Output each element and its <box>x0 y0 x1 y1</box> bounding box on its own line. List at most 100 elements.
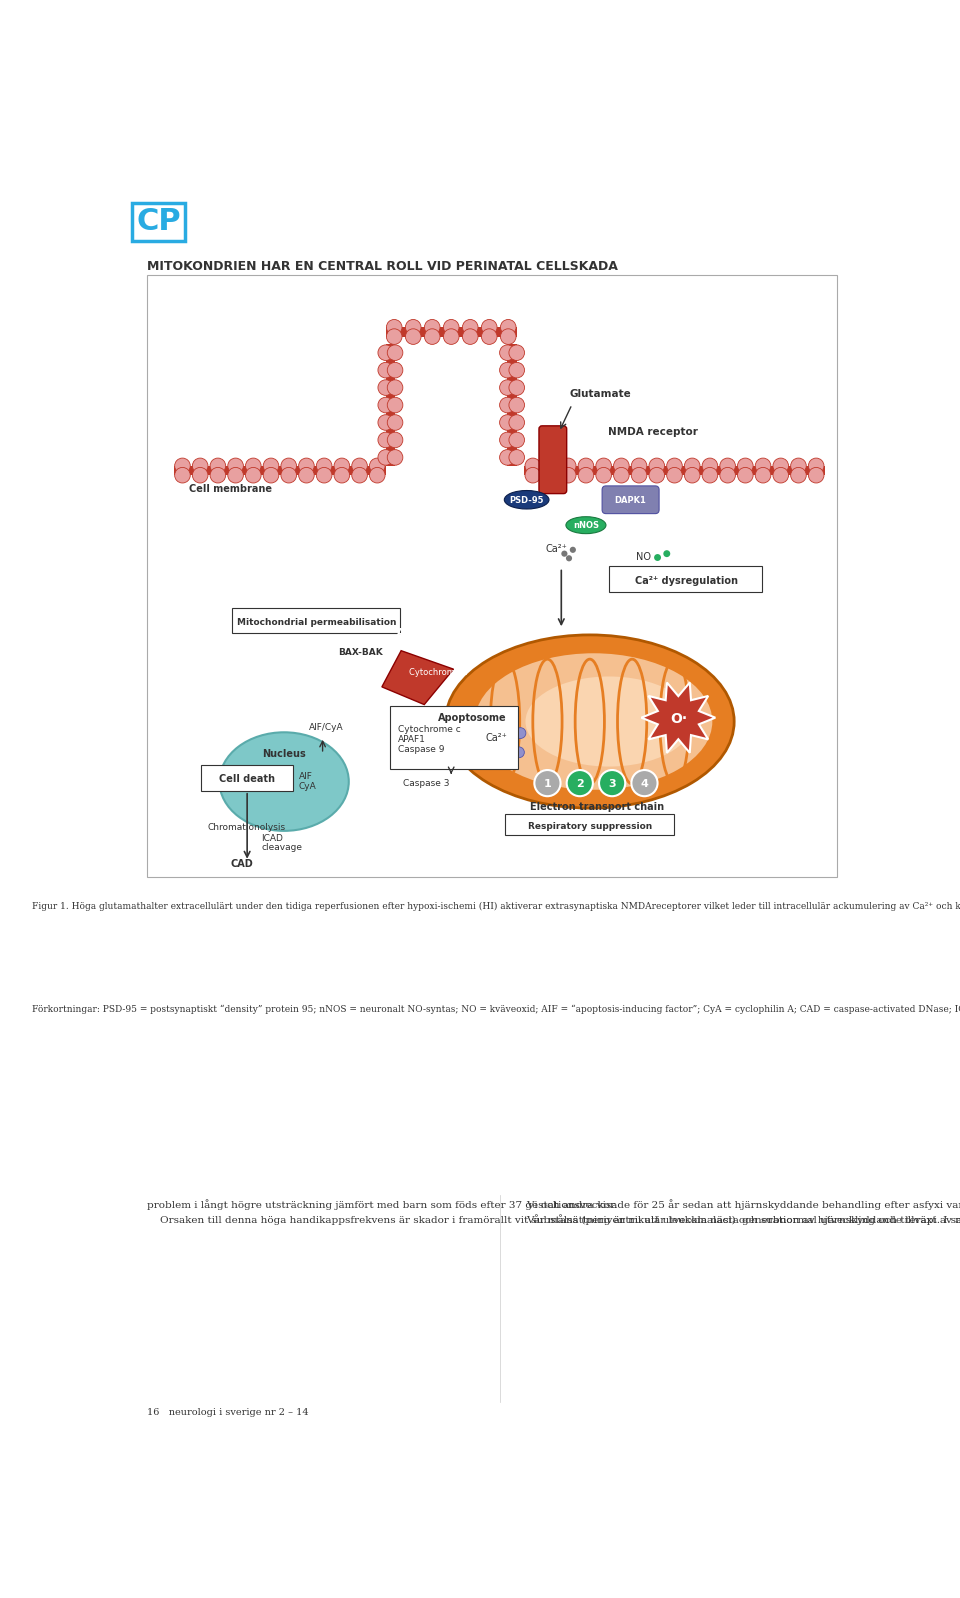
Text: problem i långt högre utsträckning jämfört med barn som föds efter 37 gestations: problem i långt högre utsträckning jämfö… <box>147 1198 960 1226</box>
Circle shape <box>263 459 278 473</box>
Circle shape <box>509 449 524 465</box>
Text: 16   neurologi i sverige nr 2 – 14: 16 neurologi i sverige nr 2 – 14 <box>147 1408 309 1417</box>
Circle shape <box>424 329 440 345</box>
Circle shape <box>542 467 559 483</box>
Text: O·: O· <box>670 713 687 725</box>
Text: Cytochrome c: Cytochrome c <box>398 725 461 735</box>
Circle shape <box>444 329 459 345</box>
Circle shape <box>499 431 516 447</box>
Text: Caspase 3: Caspase 3 <box>402 780 449 788</box>
Circle shape <box>405 320 421 336</box>
Circle shape <box>378 380 394 395</box>
Text: Nucleus: Nucleus <box>262 749 306 759</box>
Circle shape <box>299 467 314 483</box>
Bar <box>524 467 825 475</box>
Text: Cell death: Cell death <box>219 775 276 785</box>
Circle shape <box>791 467 806 483</box>
Circle shape <box>562 551 567 556</box>
Circle shape <box>405 329 421 345</box>
Circle shape <box>535 770 561 796</box>
Text: Ca²⁺: Ca²⁺ <box>546 545 567 555</box>
Circle shape <box>387 363 403 379</box>
Text: Ca²⁺: Ca²⁺ <box>486 733 508 743</box>
Text: Figur 1. Höga glutamathalter extracellulärt under den tidiga reperfusionen efter: Figur 1. Höga glutamathalter extracellul… <box>32 900 960 911</box>
Circle shape <box>378 398 394 412</box>
Circle shape <box>499 449 516 465</box>
Circle shape <box>666 467 683 483</box>
Text: AIF/CyA: AIF/CyA <box>309 722 344 732</box>
Circle shape <box>720 467 735 483</box>
Ellipse shape <box>220 732 348 831</box>
Circle shape <box>516 727 526 738</box>
Circle shape <box>737 459 754 473</box>
Circle shape <box>228 459 244 473</box>
Circle shape <box>773 467 788 483</box>
Circle shape <box>370 459 385 473</box>
FancyBboxPatch shape <box>602 486 660 513</box>
Bar <box>147 275 837 877</box>
Text: Respiratory suppression: Respiratory suppression <box>528 821 652 831</box>
Circle shape <box>246 467 261 483</box>
Bar <box>508 344 516 467</box>
Circle shape <box>808 459 824 473</box>
Text: Chromationolysis: Chromationolysis <box>207 823 285 833</box>
Circle shape <box>613 459 629 473</box>
Circle shape <box>684 459 700 473</box>
Circle shape <box>578 467 593 483</box>
Text: 3: 3 <box>609 778 616 789</box>
Circle shape <box>482 320 497 336</box>
Text: Cytochrome c: Cytochrome c <box>409 668 468 676</box>
Polygon shape <box>382 650 453 705</box>
Circle shape <box>246 459 261 473</box>
Circle shape <box>387 431 403 447</box>
Circle shape <box>773 459 788 473</box>
Text: AIF: AIF <box>397 628 414 636</box>
Circle shape <box>192 467 208 483</box>
Circle shape <box>791 459 806 473</box>
Circle shape <box>378 415 394 430</box>
Circle shape <box>493 748 504 759</box>
Circle shape <box>281 459 297 473</box>
FancyBboxPatch shape <box>505 813 675 836</box>
Ellipse shape <box>504 491 549 510</box>
Circle shape <box>561 467 576 483</box>
Circle shape <box>720 459 735 473</box>
Circle shape <box>500 329 516 345</box>
Circle shape <box>499 380 516 395</box>
Circle shape <box>175 459 190 473</box>
Circle shape <box>509 431 524 447</box>
Text: CP: CP <box>136 208 180 237</box>
Circle shape <box>632 467 647 483</box>
Circle shape <box>654 555 661 561</box>
Circle shape <box>387 345 403 361</box>
Circle shape <box>702 467 718 483</box>
Circle shape <box>387 320 402 336</box>
Circle shape <box>482 329 497 345</box>
Circle shape <box>263 467 278 483</box>
Circle shape <box>499 398 516 412</box>
Circle shape <box>599 770 625 796</box>
Circle shape <box>702 459 718 473</box>
Text: DAPK1: DAPK1 <box>614 495 646 505</box>
Ellipse shape <box>474 652 713 791</box>
Circle shape <box>596 467 612 483</box>
FancyBboxPatch shape <box>231 609 400 633</box>
Text: Apoptosome: Apoptosome <box>438 713 507 722</box>
Circle shape <box>334 467 349 483</box>
Circle shape <box>808 467 824 483</box>
Circle shape <box>509 345 524 361</box>
FancyBboxPatch shape <box>609 566 762 593</box>
Circle shape <box>570 547 576 553</box>
Circle shape <box>299 459 314 473</box>
Text: Ca²⁺ dysregulation: Ca²⁺ dysregulation <box>635 575 737 585</box>
Circle shape <box>317 467 332 483</box>
Circle shape <box>632 459 647 473</box>
Polygon shape <box>641 682 715 753</box>
Circle shape <box>542 459 559 473</box>
Text: Cell membrane: Cell membrane <box>189 484 273 494</box>
Text: Förkortningar: PSD-95 = postsynaptiskt “density” protein 95; nNOS = neuronalt NO: Förkortningar: PSD-95 = postsynaptiskt “… <box>32 1005 960 1015</box>
Circle shape <box>463 329 478 345</box>
Circle shape <box>596 459 612 473</box>
Circle shape <box>756 467 771 483</box>
Circle shape <box>444 320 459 336</box>
